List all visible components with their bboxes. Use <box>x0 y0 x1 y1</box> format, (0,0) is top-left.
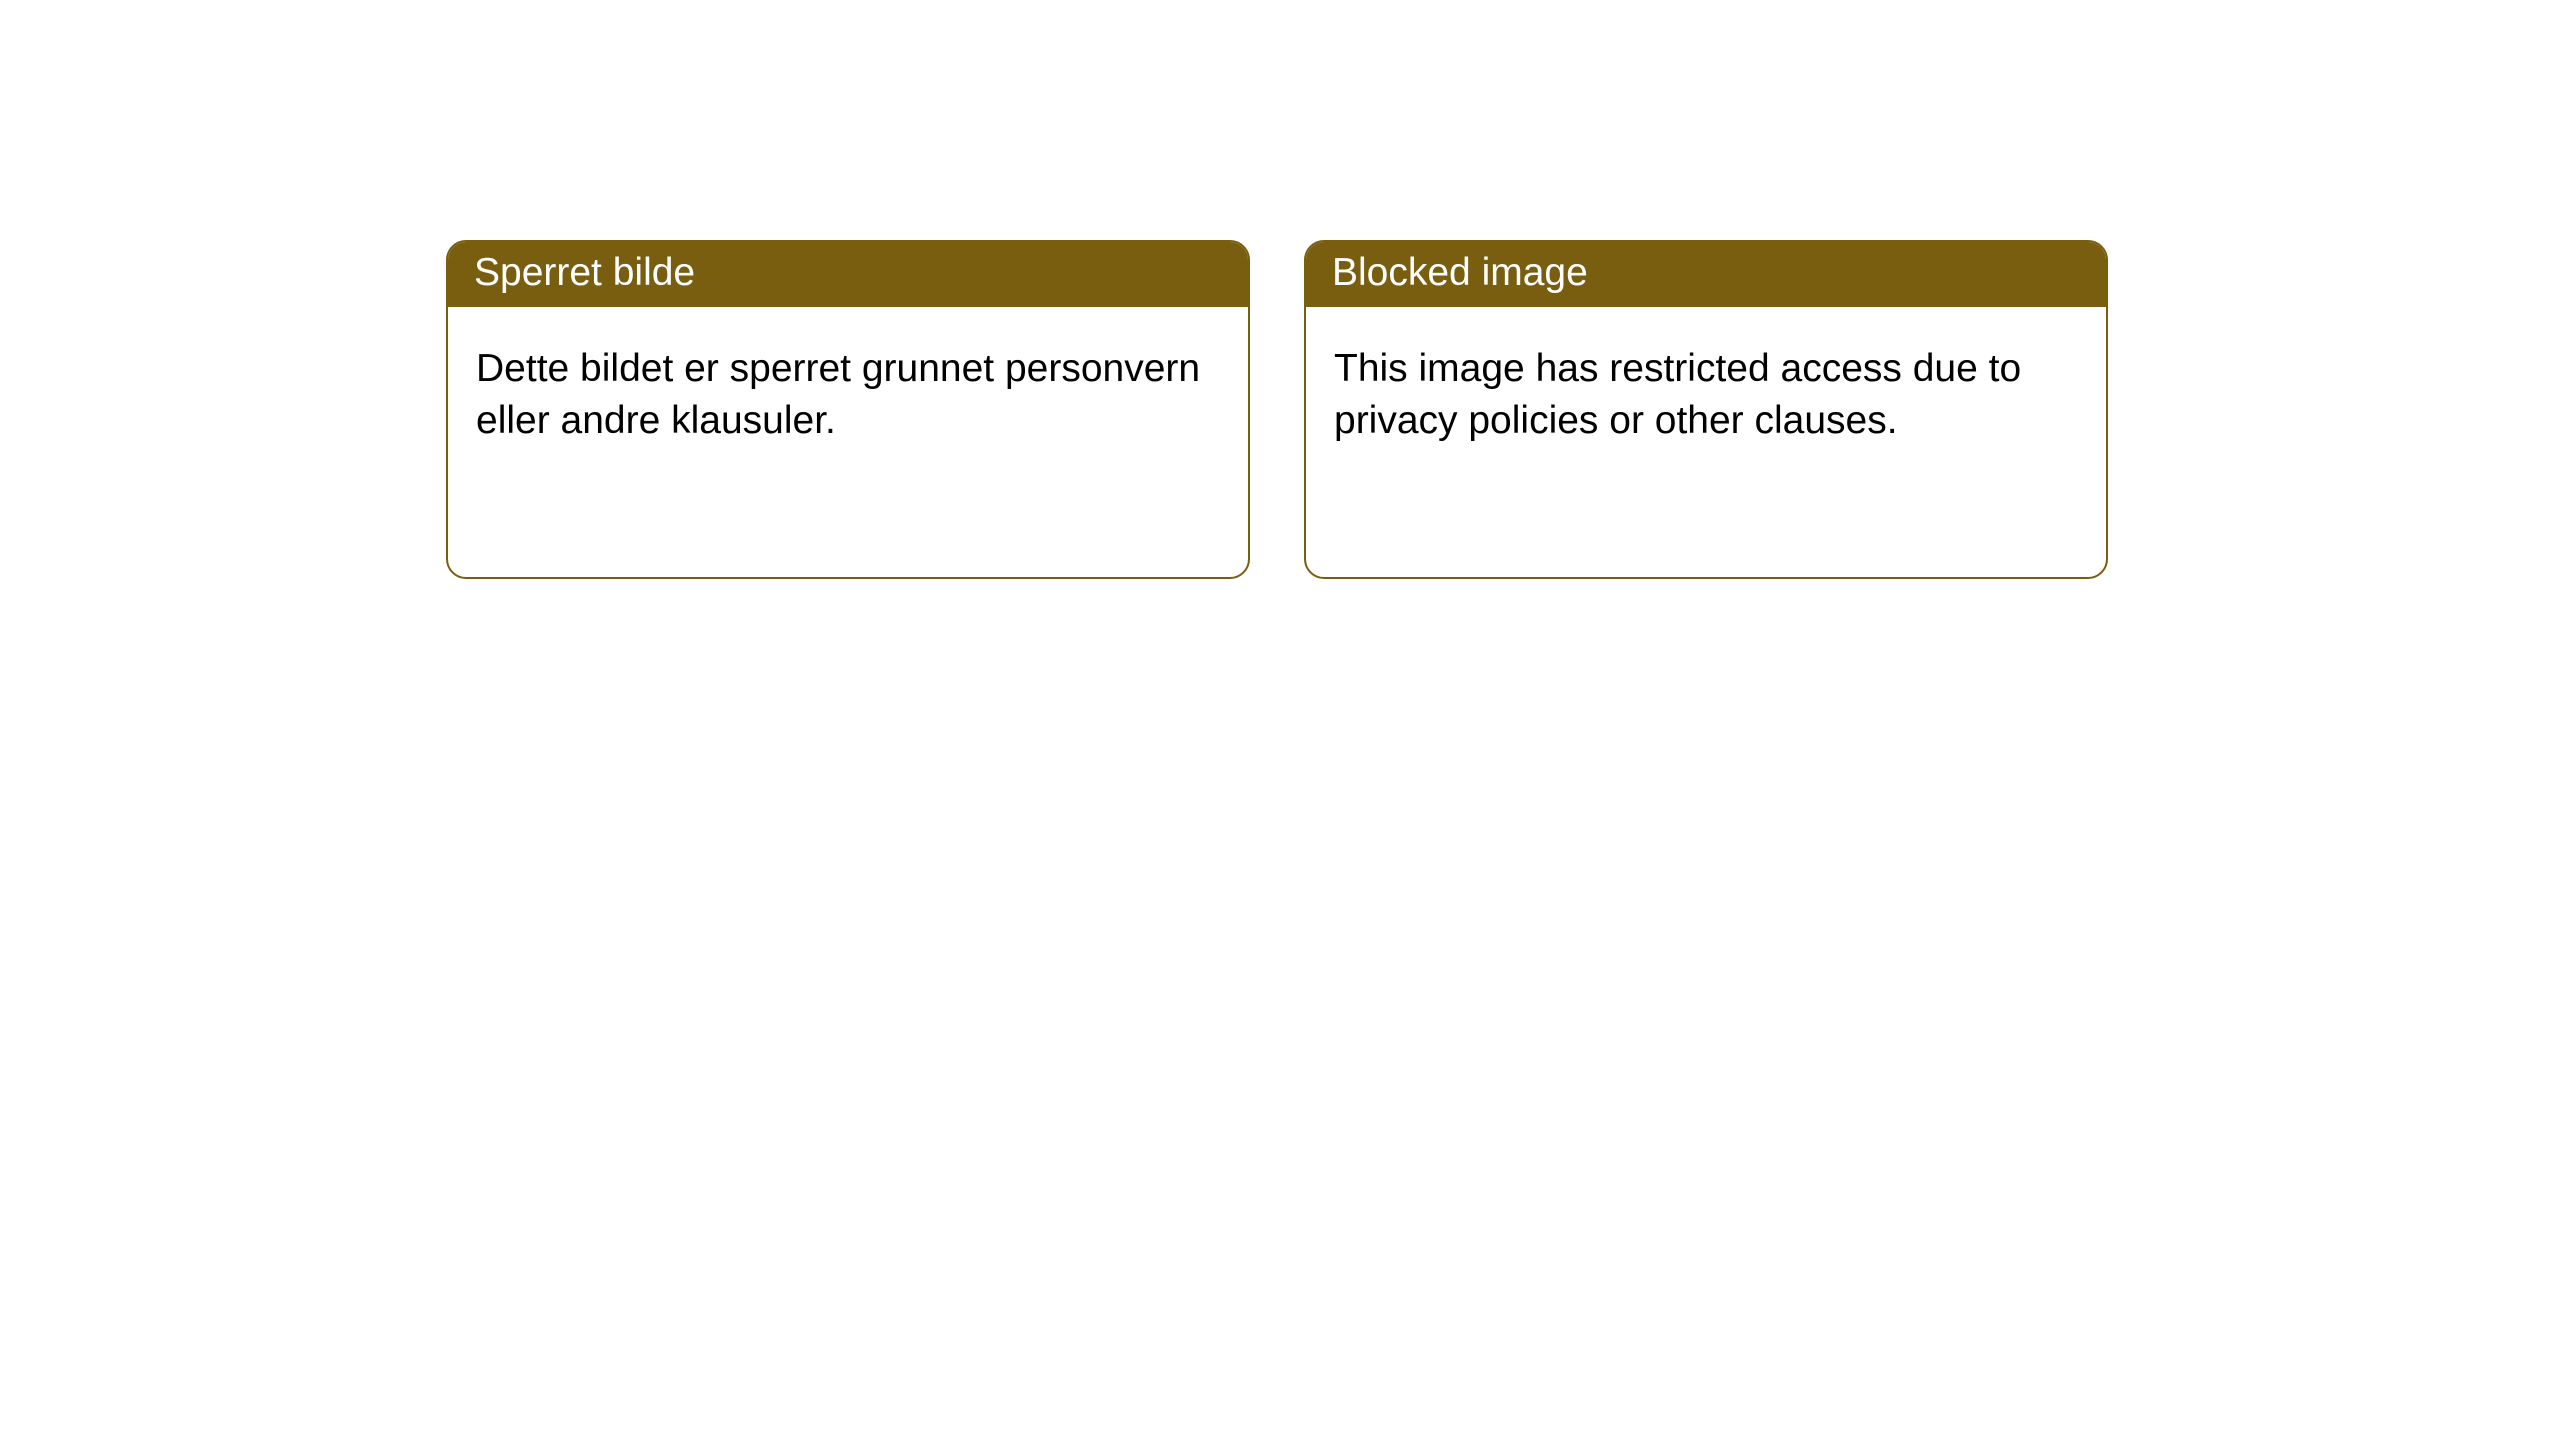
card-body-english: This image has restricted access due to … <box>1306 307 2106 577</box>
notice-container: Sperret bilde Dette bildet er sperret gr… <box>0 0 2560 579</box>
notice-card-norwegian: Sperret bilde Dette bildet er sperret gr… <box>446 240 1250 579</box>
card-header-english: Blocked image <box>1306 242 2106 307</box>
card-header-norwegian: Sperret bilde <box>448 242 1248 307</box>
notice-card-english: Blocked image This image has restricted … <box>1304 240 2108 579</box>
card-body-norwegian: Dette bildet er sperret grunnet personve… <box>448 307 1248 577</box>
